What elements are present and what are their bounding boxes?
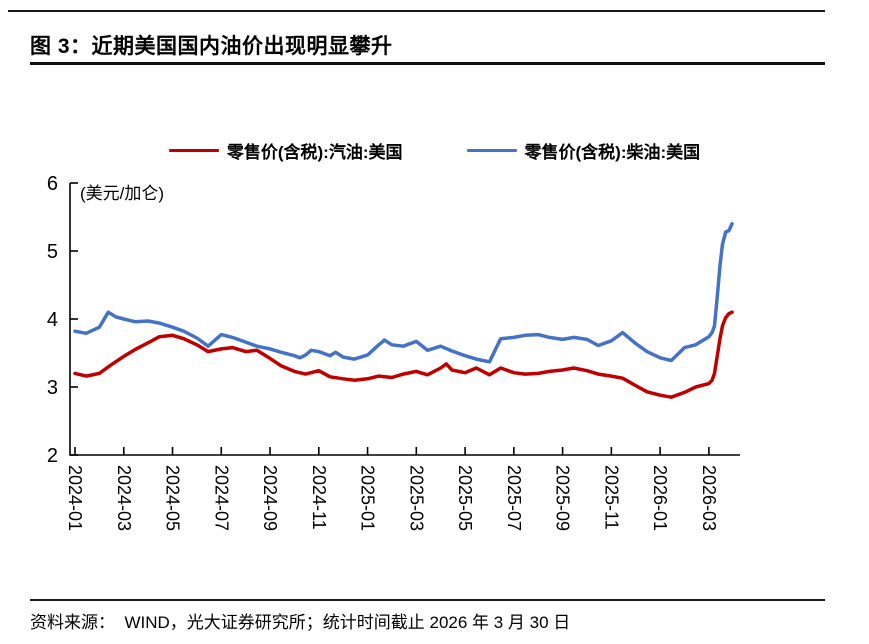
axis-lines bbox=[69, 183, 740, 456]
x-tick-label: 2025-07 bbox=[504, 465, 524, 531]
legend-line-diesel-icon bbox=[466, 148, 517, 152]
x-tick-label: 2024-07 bbox=[211, 465, 231, 531]
x-tick-label: 2025-01 bbox=[358, 465, 378, 531]
x-tick-label: 2025-09 bbox=[553, 465, 573, 531]
top-divider bbox=[8, 10, 825, 12]
x-tick-label: 2024-01 bbox=[65, 465, 85, 531]
series-line-diesel bbox=[73, 222, 734, 364]
legend-label-gasoline: 零售价(含税):汽油:美国 bbox=[226, 142, 403, 162]
x-tick-label: 2025-11 bbox=[601, 465, 621, 530]
y-axis-unit-label: (美元/加仑) bbox=[80, 184, 164, 203]
x-tick-label: 2025-03 bbox=[406, 465, 426, 531]
legend-line-gasoline-icon bbox=[168, 148, 219, 152]
footer-divider bbox=[30, 599, 825, 601]
x-tick-label: 2024-11 bbox=[309, 465, 329, 530]
figure-title: 图 3：近期美国国内油价出现明显攀升 bbox=[30, 35, 393, 58]
y-tick-label: 3 bbox=[47, 377, 58, 399]
legend-item-diesel: 零售价(含税):柴油:美国 bbox=[466, 138, 701, 163]
legend-label-diesel: 零售价(含税):柴油:美国 bbox=[524, 142, 701, 162]
x-tick-label: 2024-03 bbox=[114, 465, 134, 531]
y-tick-label: 5 bbox=[47, 241, 58, 263]
x-tick-label: 2025-05 bbox=[455, 465, 475, 531]
chart-legend: 零售价(含税):汽油:美国 零售价(含税):柴油:美国 bbox=[0, 136, 869, 164]
series-line-gasoline bbox=[73, 310, 734, 399]
x-tick-label: 2024-09 bbox=[260, 465, 280, 531]
source-note: 资料来源： WIND，光大证券研究所；统计时间截止 2026 年 3 月 30 … bbox=[30, 613, 571, 632]
x-tick-label: 2024-05 bbox=[163, 465, 183, 531]
x-tick-label: 2026-03 bbox=[699, 465, 719, 531]
y-tick-label: 4 bbox=[47, 309, 58, 331]
legend-item-gasoline: 零售价(含税):汽油:美国 bbox=[168, 138, 403, 163]
y-tick-label: 6 bbox=[47, 173, 58, 195]
title-divider bbox=[30, 62, 825, 65]
y-tick-label: 2 bbox=[47, 445, 58, 467]
x-tick-label: 2026-01 bbox=[650, 465, 670, 531]
